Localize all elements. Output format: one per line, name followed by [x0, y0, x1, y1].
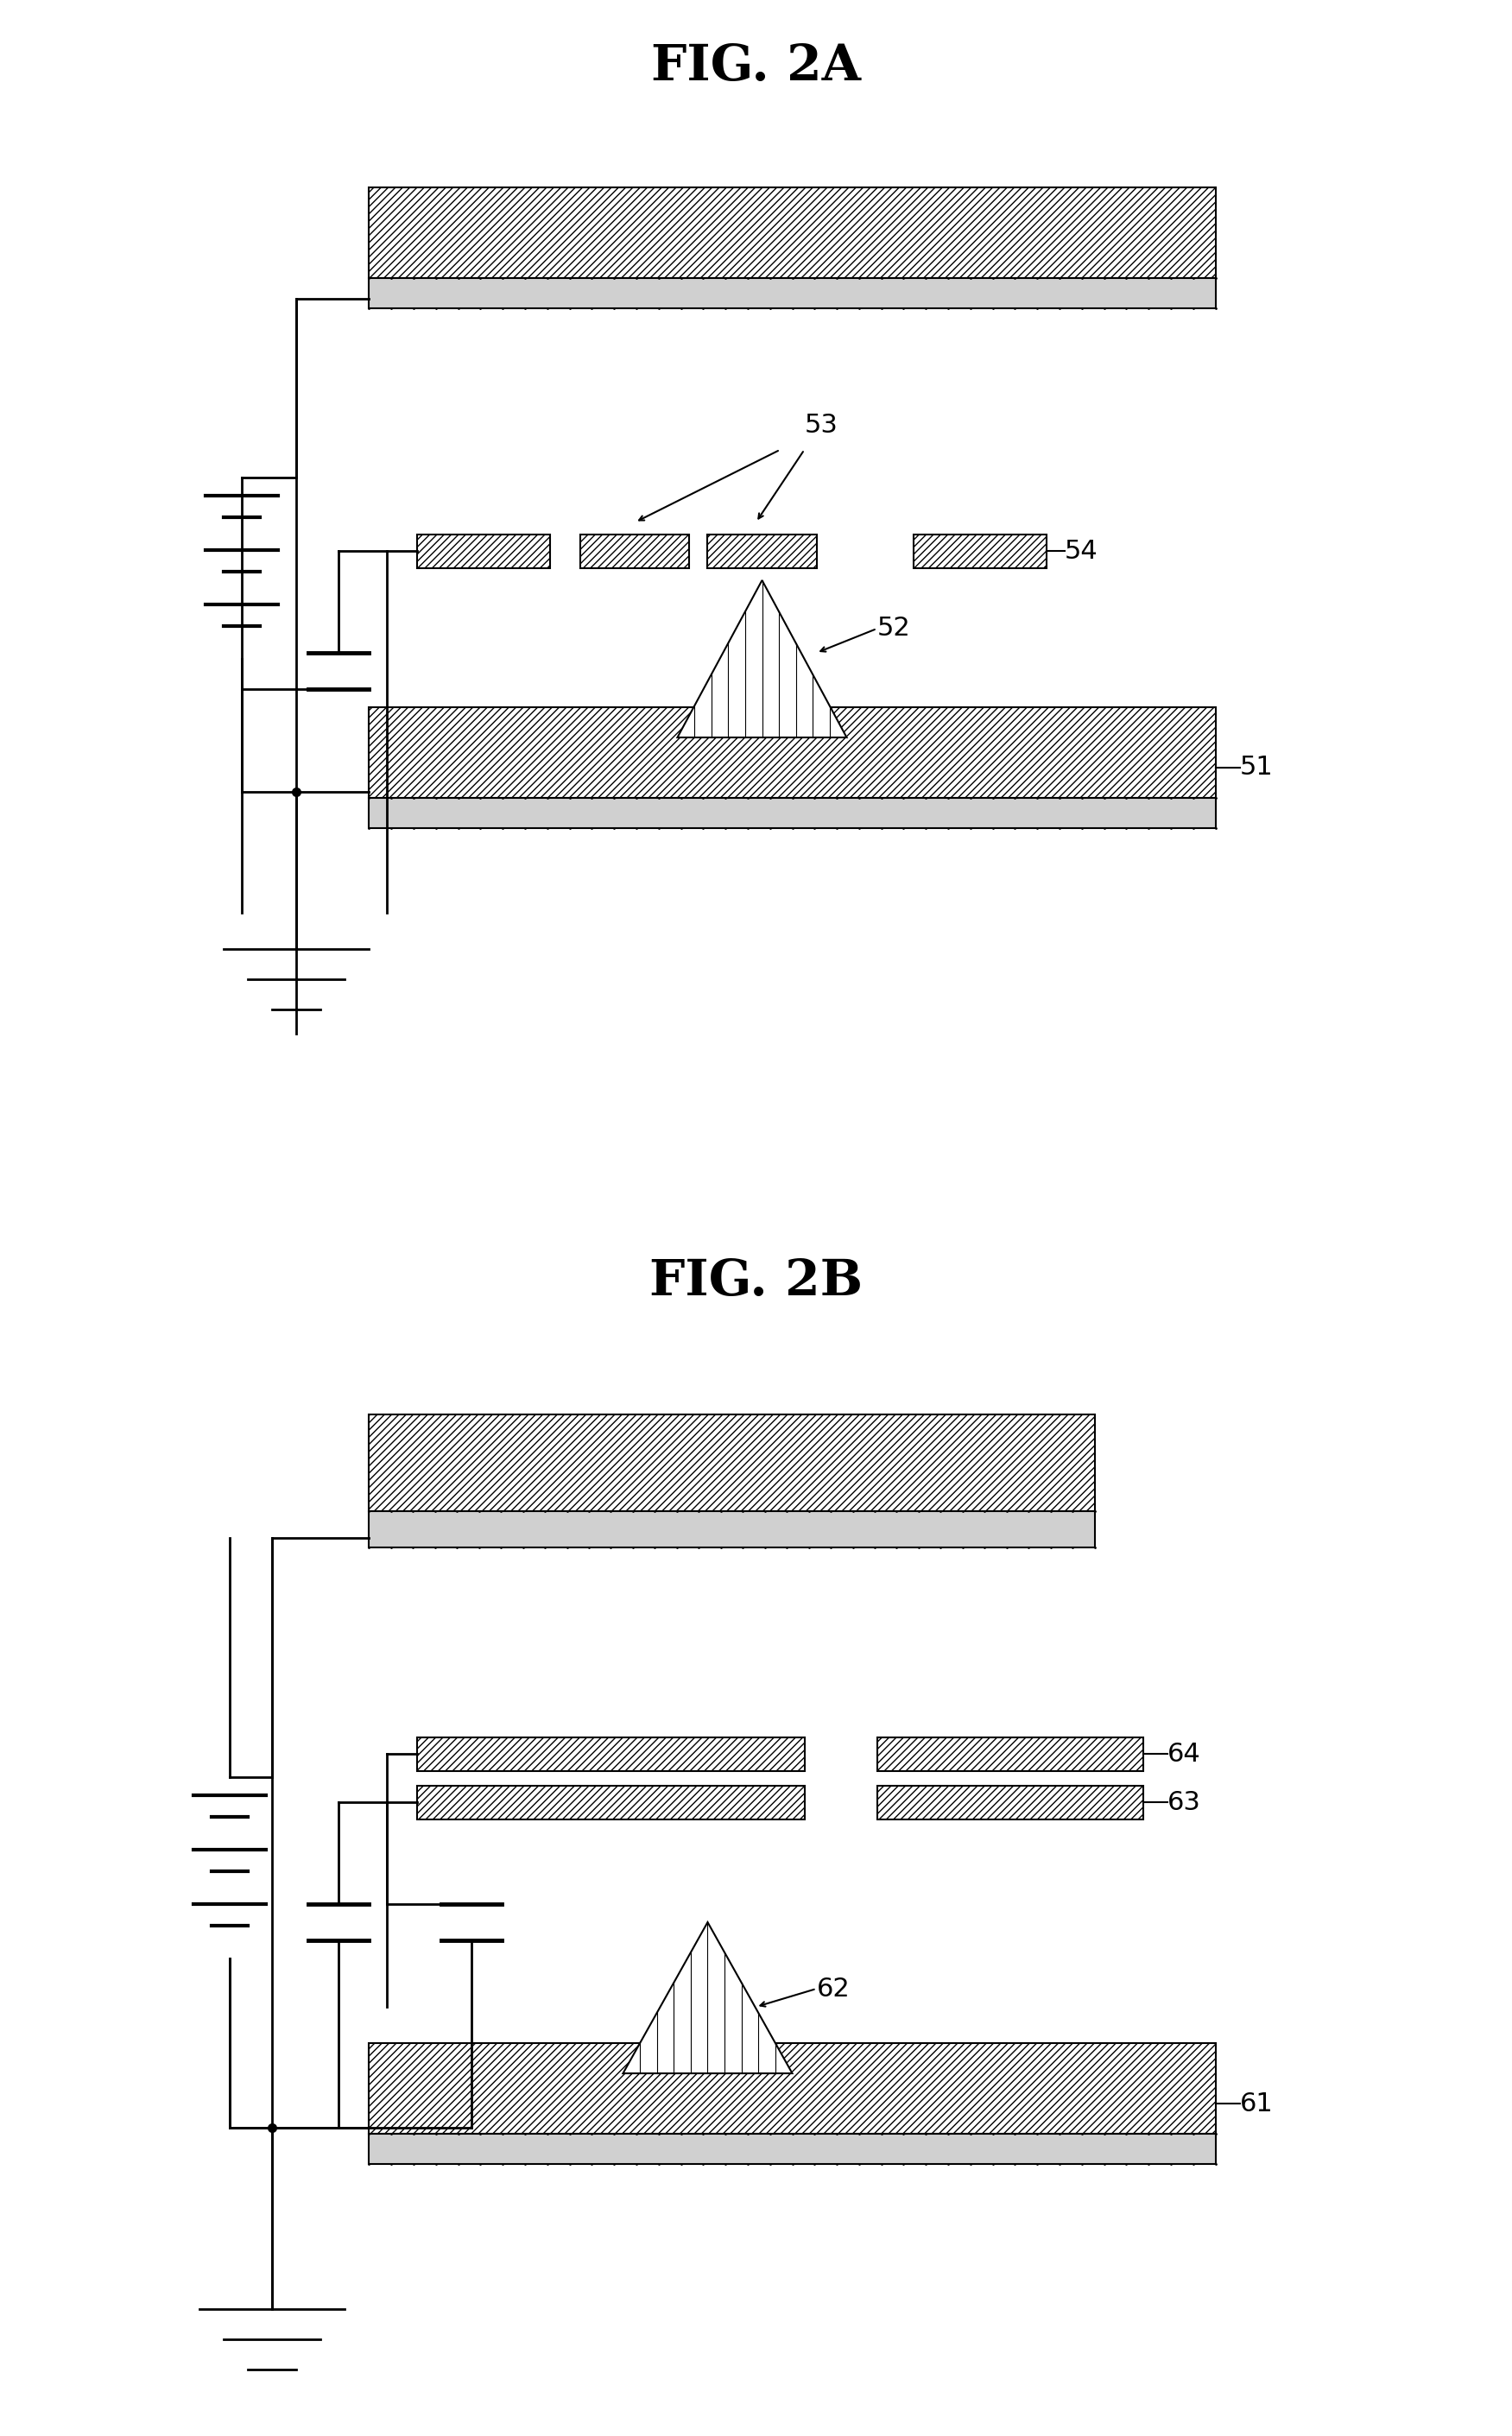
- Bar: [877, 1737, 1143, 1771]
- Bar: [369, 278, 1216, 309]
- Bar: [417, 1786, 804, 1820]
- Polygon shape: [623, 1922, 792, 2073]
- Bar: [369, 1510, 1095, 1547]
- Text: 63: 63: [1167, 1790, 1201, 1815]
- Bar: [369, 2134, 1216, 2163]
- Text: FIG. 2A: FIG. 2A: [652, 41, 860, 90]
- Text: 64: 64: [1167, 1742, 1201, 1766]
- Bar: [708, 533, 816, 568]
- Bar: [581, 533, 689, 568]
- Polygon shape: [677, 580, 847, 738]
- Text: 62: 62: [816, 1976, 850, 2002]
- Text: 54: 54: [1064, 538, 1098, 563]
- Text: 53: 53: [804, 412, 838, 438]
- Bar: [369, 188, 1216, 278]
- Bar: [913, 533, 1046, 568]
- Text: FIG. 2B: FIG. 2B: [649, 1257, 863, 1306]
- Bar: [417, 533, 550, 568]
- Bar: [369, 799, 1216, 828]
- Bar: [369, 1415, 1095, 1510]
- Bar: [369, 706, 1216, 799]
- Bar: [369, 2044, 1216, 2134]
- Text: 51: 51: [1240, 755, 1273, 780]
- Text: 61: 61: [1240, 2090, 1273, 2117]
- Bar: [877, 1786, 1143, 1820]
- Text: 52: 52: [877, 616, 910, 641]
- Bar: [417, 1737, 804, 1771]
